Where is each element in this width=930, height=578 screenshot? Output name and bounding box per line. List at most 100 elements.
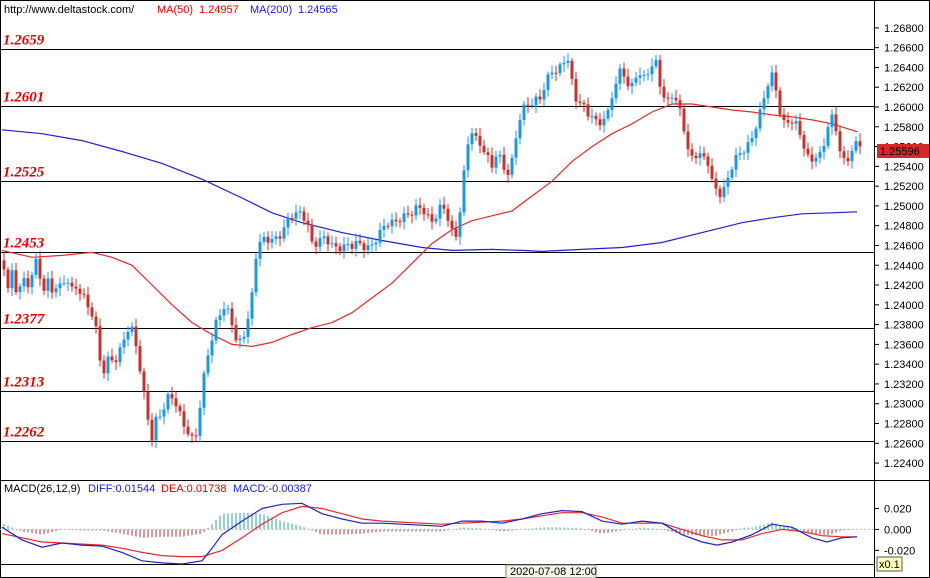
- candle-body: [590, 115, 594, 117]
- candle-body: [698, 153, 702, 159]
- candle-body: [858, 141, 862, 147]
- candle-body: [390, 219, 394, 227]
- candle-body: [430, 214, 434, 222]
- candle-body: [402, 213, 406, 222]
- level-label: 1.2659: [3, 33, 45, 49]
- candle-body: [522, 104, 526, 120]
- candle-body: [686, 131, 690, 150]
- macd-panel: 0.020 0.000 -0.020: [0, 502, 915, 565]
- candle-body: [666, 97, 670, 99]
- candle-body: [318, 238, 322, 247]
- candle-body: [774, 72, 778, 91]
- candle-body: [422, 207, 426, 215]
- current-price-tag: [877, 144, 929, 158]
- candle-body: [610, 98, 614, 110]
- candle-body: [94, 316, 98, 327]
- candle-body: [502, 154, 506, 170]
- price-tick-label: 1.24400: [884, 260, 924, 272]
- candle-body: [398, 221, 402, 223]
- candle-body: [210, 340, 214, 356]
- candle-body: [602, 118, 606, 126]
- price-tick-label: 1.22800: [884, 418, 924, 430]
- level-label: 1.2525: [3, 165, 45, 181]
- candle-body: [682, 108, 686, 132]
- candle-body: [2, 260, 6, 270]
- price-tick-label: 1.26200: [884, 82, 924, 94]
- candle-body: [830, 114, 834, 128]
- candle-body: [134, 326, 138, 347]
- candle-body: [706, 156, 710, 166]
- candle-body: [634, 77, 638, 83]
- candle-body: [418, 205, 422, 208]
- price-tick-label: 1.23600: [884, 339, 924, 351]
- price-tick-label: 1.26600: [884, 43, 924, 55]
- candle-body: [394, 219, 398, 222]
- candle-body: [850, 150, 854, 162]
- candle-body: [354, 240, 358, 249]
- candle-body: [622, 68, 626, 77]
- candle-body: [578, 101, 582, 103]
- candle-body: [226, 308, 230, 310]
- candle-body: [254, 258, 258, 293]
- candle-body: [510, 157, 514, 175]
- candle-body: [550, 72, 554, 75]
- candle-body: [366, 245, 370, 251]
- candle-body: [842, 151, 846, 158]
- candle-body: [694, 155, 698, 159]
- macd-diff-value: DIFF:0.01544: [88, 483, 155, 495]
- candle-body: [382, 225, 386, 230]
- candle-body: [286, 218, 290, 228]
- candle-body: [730, 169, 734, 178]
- candle-body: [66, 282, 70, 284]
- candle-body: [326, 236, 330, 245]
- candle-body: [162, 409, 166, 417]
- candle-body: [538, 96, 542, 100]
- candle-body: [346, 243, 350, 245]
- candle-body: [158, 416, 162, 418]
- ma50-line: [1, 103, 858, 348]
- candle-body: [230, 308, 234, 325]
- candle-body: [246, 318, 250, 337]
- candle-body: [750, 138, 754, 143]
- candle-body: [534, 96, 538, 106]
- price-tick-label: 1.24000: [884, 300, 924, 312]
- candle-body: [642, 74, 646, 76]
- candle-body: [758, 109, 762, 129]
- candle-body: [202, 373, 206, 408]
- candle-body: [70, 282, 74, 287]
- candle-body: [490, 155, 494, 168]
- price-tick-label: 1.23000: [884, 399, 924, 411]
- price-tick-label: 1.24800: [884, 221, 924, 233]
- price-tick-label: 1.25000: [884, 201, 924, 213]
- candle-body: [234, 324, 238, 341]
- candle-body: [338, 246, 342, 252]
- candle-body: [854, 141, 858, 151]
- candle-body: [30, 274, 34, 288]
- candle-body: [814, 157, 818, 162]
- candle-body: [198, 407, 202, 437]
- candle-body: [18, 286, 22, 293]
- level-label: 1.2601: [3, 90, 44, 106]
- price-tick-label: 1.24600: [884, 240, 924, 252]
- candle-body: [514, 138, 518, 158]
- candle-body: [126, 332, 130, 340]
- candle-body: [770, 72, 774, 87]
- candle-body: [170, 394, 174, 399]
- candle-body: [110, 356, 114, 361]
- candle-body: [22, 278, 26, 287]
- candle-body: [798, 121, 802, 135]
- price-tick-label: 1.23800: [884, 320, 924, 332]
- candle-body: [478, 135, 482, 146]
- candle-body: [474, 133, 478, 136]
- candle-body: [618, 68, 622, 84]
- zoom-box[interactable]: [876, 556, 903, 572]
- level-label: 1.2377: [3, 312, 45, 328]
- candle-body: [38, 258, 42, 279]
- price-tick-label: 1.25400: [884, 161, 924, 173]
- candle-body: [486, 152, 490, 156]
- candle-body: [646, 74, 650, 76]
- time-label: 2020-07-08 12:00: [510, 566, 597, 578]
- candle-body: [378, 229, 382, 243]
- candle-body: [482, 145, 486, 153]
